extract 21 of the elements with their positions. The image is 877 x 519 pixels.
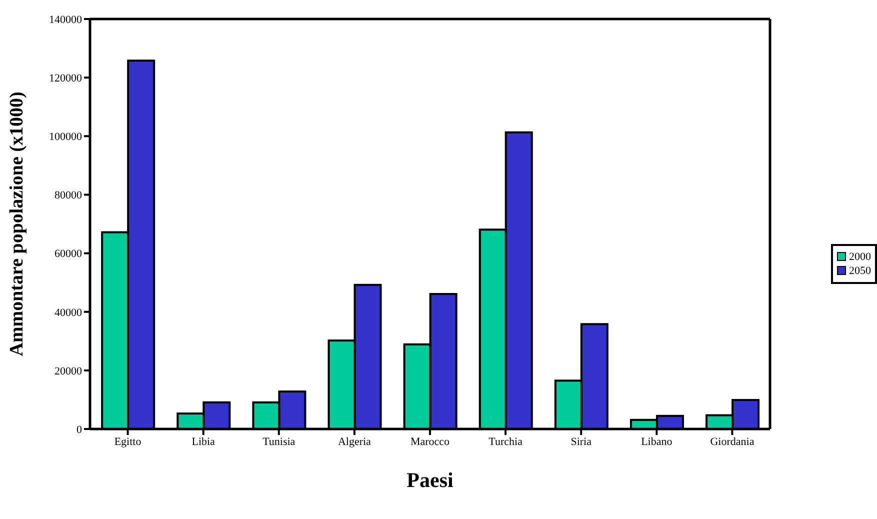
legend-label: 2000: [848, 250, 871, 262]
x-tick-label: Egitto: [114, 436, 142, 448]
x-tick-label: Algeria: [338, 436, 372, 448]
y-tick-label: 0: [76, 424, 82, 436]
y-tick-label: 100000: [49, 131, 82, 144]
x-tick-label: Libia: [192, 436, 216, 448]
y-tick-label: 120000: [49, 72, 82, 84]
x-tick-label: Libano: [641, 436, 673, 448]
x-tick-label: Turchia: [488, 436, 523, 448]
y-axis-title: Ammontare popolazione (x1000): [6, 92, 28, 356]
x-axis-title: Paesi: [406, 468, 454, 492]
y-tick-label: 80000: [54, 190, 82, 202]
legend-label: 2050: [848, 264, 871, 276]
x-tick-label: Giordania: [710, 436, 754, 448]
y-tick-label: 20000: [54, 365, 82, 378]
y-tick-label: 140000: [49, 14, 82, 26]
y-tick-label: 40000: [54, 306, 82, 319]
x-tick-label: Tunisia: [262, 436, 296, 448]
x-tick-label: Marocco: [410, 436, 450, 448]
y-tick-label: 60000: [54, 248, 82, 260]
x-tick-label: Siria: [570, 436, 592, 448]
